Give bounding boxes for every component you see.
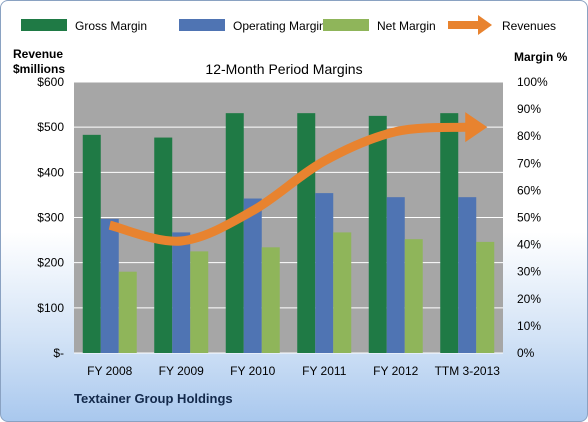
left-tick-label: $300 [37, 211, 64, 225]
left-tick-label: $100 [37, 301, 64, 315]
right-tick-label: 40% [517, 238, 541, 252]
x-tick-label: FY 2008 [87, 364, 132, 378]
legend-item: Operating Margin [179, 19, 326, 33]
left-axis-label-line1: Revenue [13, 47, 63, 61]
left-axis-label-line2: $millions [13, 62, 65, 76]
right-tick-label: 10% [517, 319, 541, 333]
bar-gross-margin [297, 113, 316, 353]
bar-gross-margin [440, 113, 459, 353]
bar-net-margin [404, 239, 423, 353]
right-tick-label: 100% [517, 75, 548, 89]
right-tick-label: 80% [517, 129, 541, 143]
bar-gross-margin [225, 113, 244, 353]
left-axis-ticks: $- $100 $200 $300 $400 $500 $600 [37, 75, 64, 360]
bar-operating-margin [100, 218, 119, 353]
right-tick-label: 30% [517, 265, 541, 279]
legend-label: Operating Margin [233, 19, 326, 33]
bar-operating-margin [458, 197, 477, 353]
left-tick-label: $600 [37, 75, 64, 89]
bar-operating-margin [315, 193, 334, 353]
company-name: Textainer Group Holdings [74, 391, 233, 406]
right-tick-label: 20% [517, 292, 541, 306]
x-tick-label: TTM 3-2013 [435, 364, 501, 378]
bar-gross-margin [154, 137, 173, 353]
bar-net-margin [190, 251, 209, 353]
legend-item: Revenues [448, 15, 556, 35]
bar-gross-margin [368, 115, 387, 353]
x-tick-label: FY 2011 [302, 364, 347, 378]
legend-item: Gross Margin [21, 19, 147, 33]
bars [82, 113, 495, 353]
left-tick-label: $- [53, 346, 64, 360]
right-tick-label: 70% [517, 156, 541, 170]
x-axis-ticks: FY 2008 FY 2009 FY 2010 FY 2011 FY 2012 TTM 3… [87, 364, 500, 378]
legend-swatch [323, 19, 369, 31]
revenue-line [108, 112, 488, 246]
legend: Gross Margin Operating Margin Net Margin Re… [21, 15, 556, 35]
bar-operating-margin [243, 198, 262, 353]
left-tick-label: $500 [37, 120, 64, 134]
x-tick-label: FY 2010 [230, 364, 275, 378]
legend-label: Net Margin [377, 19, 436, 33]
bar-net-margin [333, 232, 352, 353]
revenue-line-path [108, 122, 468, 246]
left-tick-label: $200 [37, 256, 64, 270]
right-tick-label: 60% [517, 183, 541, 197]
right-axis-ticks: 0% 10% 20% 30% 40% 50% 60% 70% 80% 90% 100% [517, 75, 548, 360]
bar-operating-margin [172, 232, 191, 353]
legend-label: Gross Margin [75, 19, 147, 33]
legend-item: Net Margin [323, 19, 436, 33]
x-tick-label: FY 2009 [159, 364, 204, 378]
right-tick-label: 0% [517, 346, 535, 360]
bar-net-margin [261, 247, 280, 353]
legend-arrow-swatch [478, 15, 492, 35]
right-tick-label: 90% [517, 102, 541, 116]
bar-net-margin [476, 241, 495, 353]
legend-swatch [21, 19, 67, 31]
bar-operating-margin [386, 197, 405, 353]
right-tick-label: 50% [517, 211, 541, 225]
legend-label: Revenues [502, 19, 556, 33]
chart-title: 12-Month Period Margins [205, 61, 362, 77]
bar-gross-margin [82, 134, 101, 353]
revenue-arrowhead [465, 112, 488, 143]
bar-net-margin [118, 271, 137, 353]
x-tick-label: FY 2012 [373, 364, 418, 378]
right-axis-label: Margin % [514, 50, 568, 64]
left-tick-label: $400 [37, 165, 64, 179]
legend-swatch [179, 19, 225, 31]
